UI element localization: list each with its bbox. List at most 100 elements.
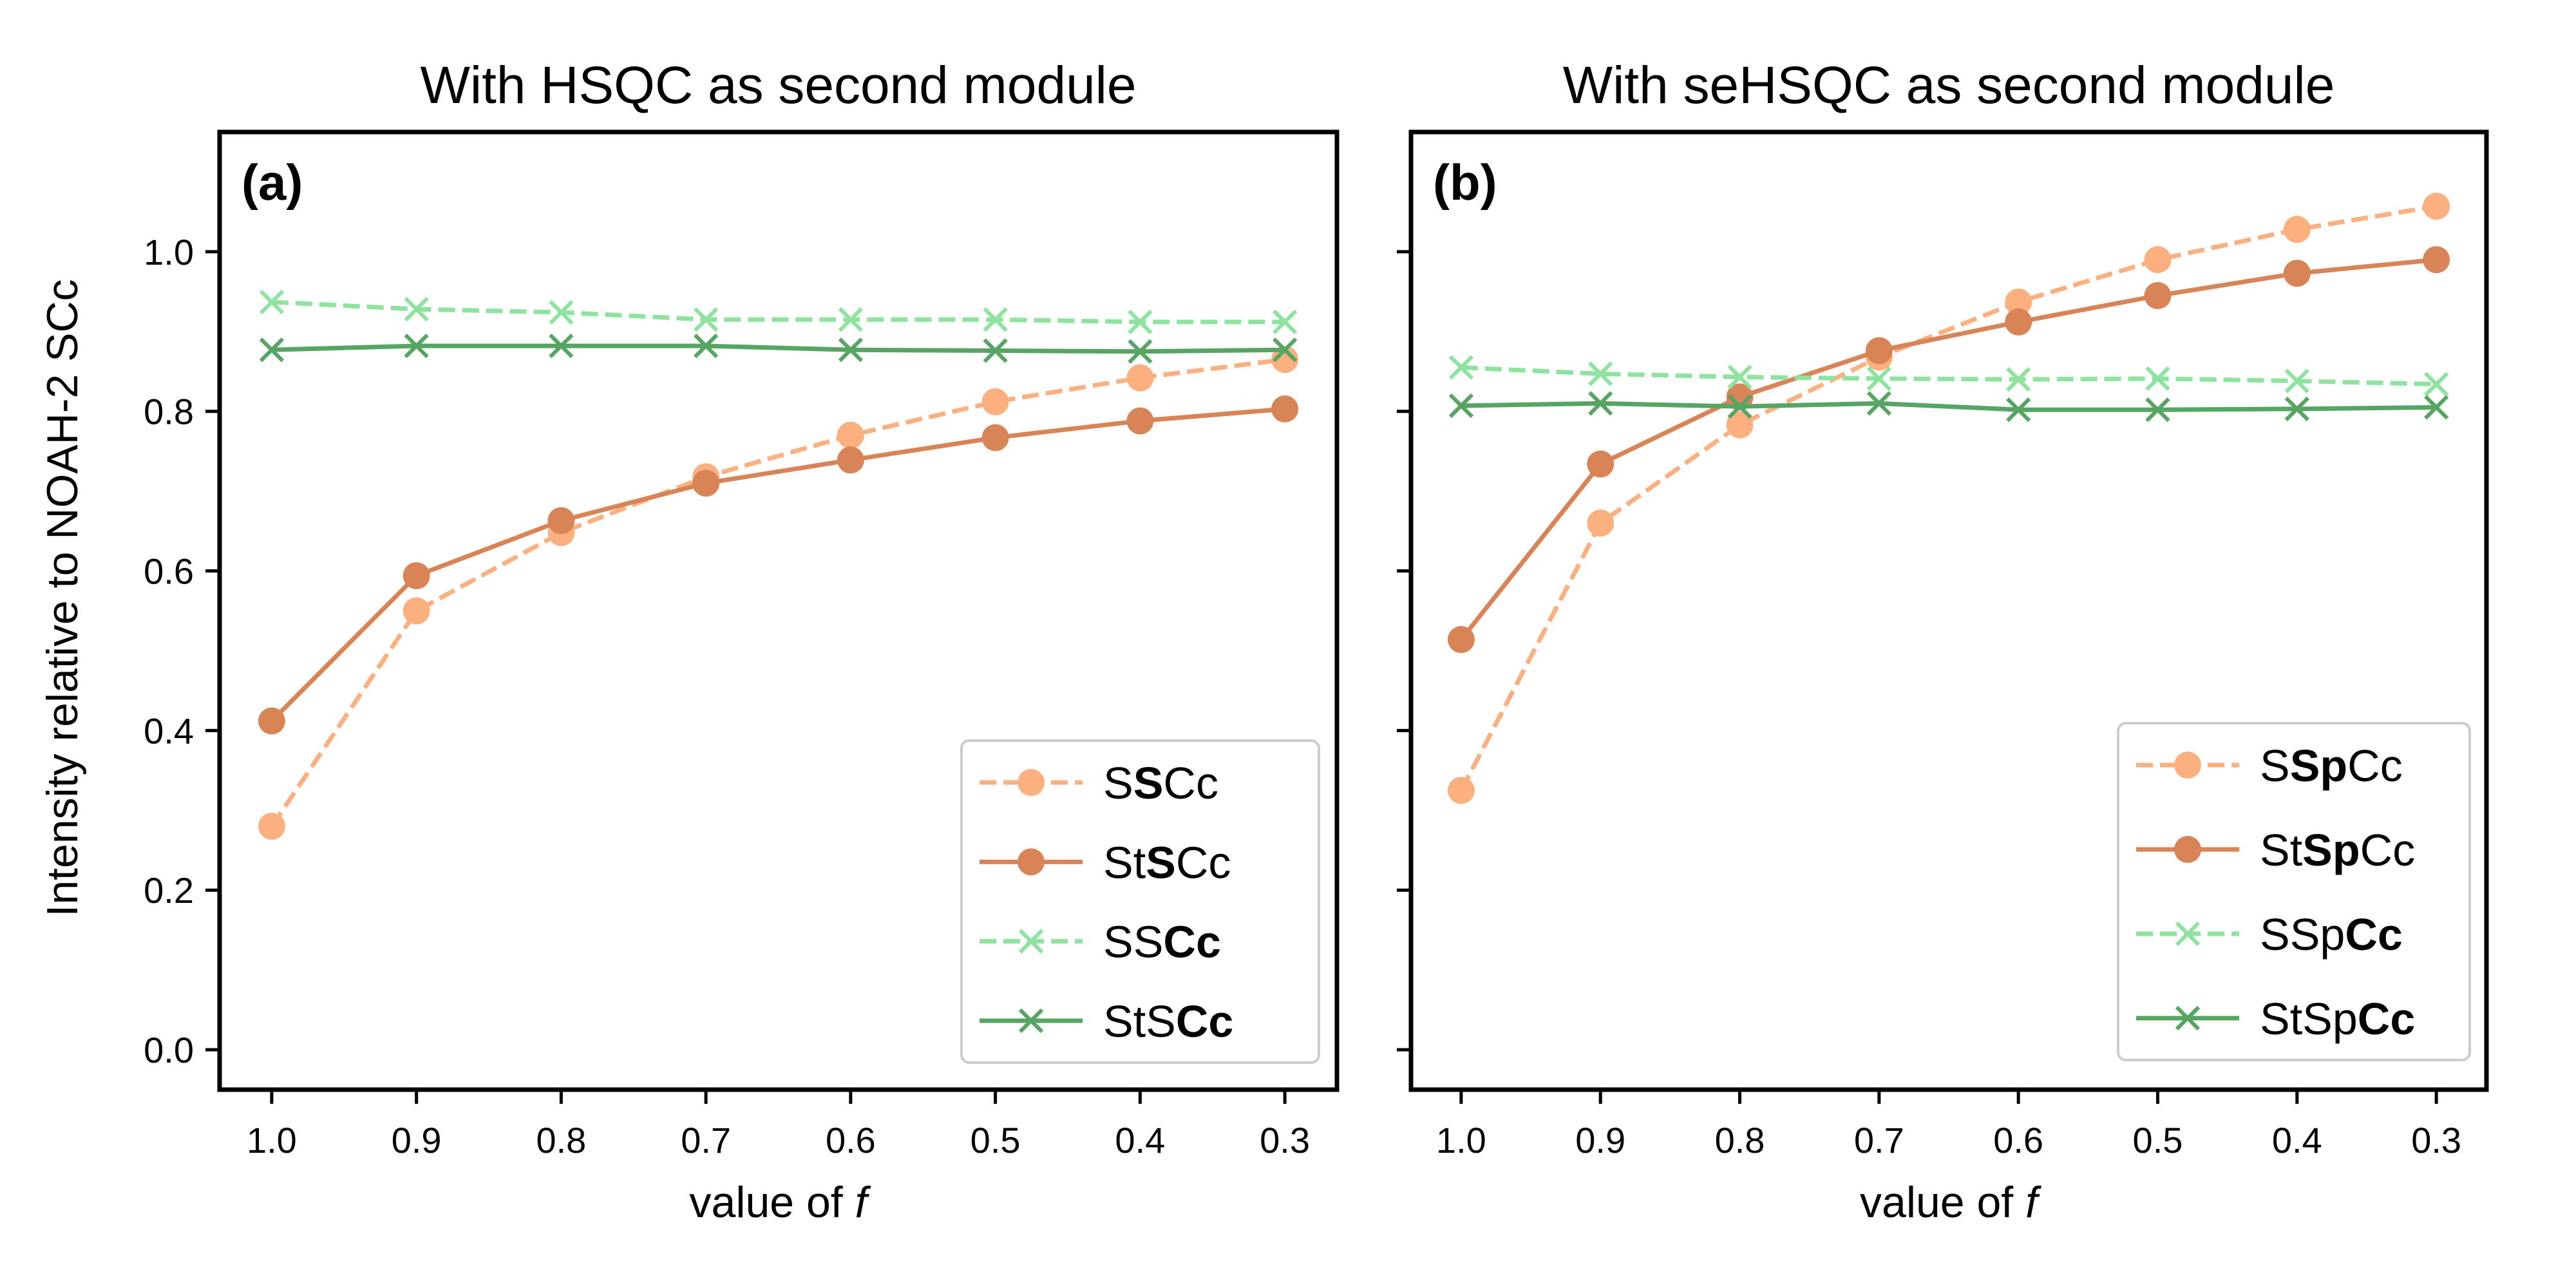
data-point [1271,346,1299,374]
data-point [1588,361,1613,386]
data-point [1866,366,1891,392]
legend-item: StSpCc [2136,994,2415,1044]
panel-a-x-axis-label: value of f [690,1178,871,1227]
legend-label: SSpCc [2260,741,2403,791]
data-point [2283,260,2311,287]
data-point [838,307,863,332]
x-tick-label: 1.0 [247,1120,297,1160]
legend-label: StSCc [1103,996,1233,1046]
data-point [1588,391,1613,416]
panel-a-legend: SSCc StSCc SSCc StSCc [960,739,1320,1064]
legend-label: StSCc [1103,837,1231,887]
legend-marker [1018,929,1044,954]
legend-marker [1018,848,1045,876]
data-point [2006,397,2031,422]
data-point [1866,391,1891,416]
x-tick-label: 1.0 [1436,1120,1486,1160]
x-tick-label: 0.4 [1115,1120,1165,1160]
y-tick-label: 0.8 [144,392,194,432]
x-tick-label: 0.4 [2272,1120,2322,1160]
y-tick-label: 0.4 [144,710,194,751]
data-point [2145,366,2170,392]
x-tick-label: 0.6 [826,1120,876,1160]
legend-label: StSpCc [2260,825,2415,875]
series-2 [259,289,1298,335]
legend-label: StSpCc [2260,994,2415,1044]
data-point [402,562,430,589]
data-point [402,597,430,625]
data-point [694,333,719,359]
series-line [1461,365,2437,387]
data-point [259,289,285,315]
data-point [1727,394,1752,419]
panel-b: With seHSQC as second module 1.0 0.9 0.8 0.… [1397,56,2489,1227]
panel-b-title: With seHSQC as second module [1563,56,2335,115]
panel-b-frame [1408,129,2489,1092]
data-point [2144,246,2172,274]
series-1 [258,395,1299,735]
data-point [2424,395,2449,420]
legend-item: StSCc [980,996,1233,1046]
data-point [2005,308,2032,336]
data-point [404,296,429,322]
data-point [1726,383,1754,411]
x-tick-label: 0.5 [971,1120,1021,1160]
x-tick-label: 0.3 [2411,1120,2461,1160]
series-line [271,299,1285,325]
data-point [981,424,1009,451]
legend-marker [1018,769,1045,796]
data-point [2424,372,2449,397]
data-point [1727,365,1752,390]
data-point [258,707,285,735]
data-point [2145,397,2170,422]
x-tick-label: 0.9 [392,1120,442,1160]
data-point [837,421,864,449]
series-line [271,343,1285,354]
panel-b-x-axis-label: value of f [1860,1178,2041,1227]
data-point [1271,395,1299,422]
x-tick-label: 0.7 [1854,1120,1904,1160]
panel-b-label: (b) [1433,154,1497,211]
data-point [549,333,574,359]
x-tick-label: 0.9 [1575,1120,1625,1160]
data-point [258,813,285,840]
legend-item: SSCc [980,758,1218,808]
data-point [1448,355,1473,380]
data-point [1126,407,1154,435]
data-point [837,446,864,474]
data-point [981,388,1009,415]
y-tick-label: 0.2 [144,870,194,911]
data-point [2284,396,2309,422]
legend-frame [2117,722,2471,1061]
y-axis-label: Intensity relative to NOAH-2 SCc [38,279,87,916]
panel-a-label: (a) [242,154,303,211]
data-point [1865,337,1893,365]
data-point [838,337,863,363]
data-point [1447,777,1475,804]
data-point [692,469,720,497]
series-2 [1448,355,2449,397]
x-axis-label-prefix: value of [690,1178,855,1227]
series-line [270,406,1285,723]
legend-label: SSCc [1103,758,1218,808]
data-point [2006,367,2031,392]
data-point [983,338,1008,363]
data-point [2144,282,2172,310]
legend-marker [2174,752,2201,779]
legend-item: SSCc [980,917,1221,967]
legend-label: SSCc [1103,917,1221,967]
data-point [2423,193,2450,220]
panel-a-frame [217,129,1340,1092]
x-tick-label: 0.8 [536,1120,586,1160]
legend-label: SSpCc [2260,909,2403,960]
series-line [1459,204,2437,791]
series-3 [1448,391,2449,422]
legend-marker [2175,1005,2201,1031]
x-axis-label-prefix: value of [1860,1178,2025,1227]
series-line [1459,257,2437,641]
data-point [1128,339,1153,364]
data-point [1447,626,1475,654]
series-line [1461,401,2437,412]
data-point [259,337,285,363]
